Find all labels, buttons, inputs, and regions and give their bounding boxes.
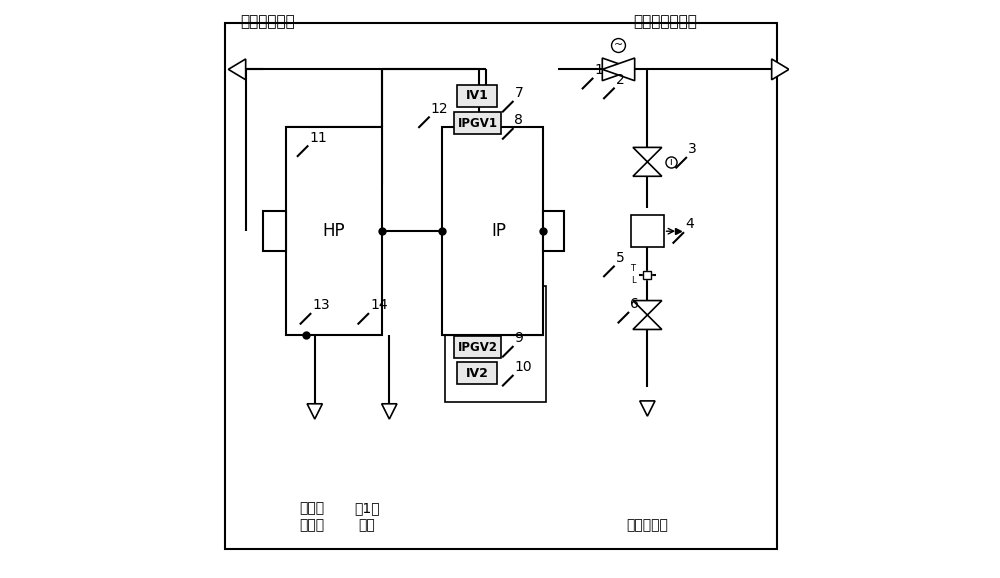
Polygon shape [602,58,635,81]
Text: 14: 14 [370,298,388,312]
Text: 12: 12 [431,102,448,116]
Bar [445,286,546,402]
Text: IPGV2: IPGV2 [457,341,497,354]
Text: IV1: IV1 [465,90,488,102]
Text: 锅炉主蒸汽来: 锅炉主蒸汽来 [240,14,295,29]
Text: 至1号
高加: 至1号 高加 [354,502,380,532]
Text: 3: 3 [688,142,697,156]
Text: 4: 4 [685,217,694,231]
Bar [442,127,543,335]
Polygon shape [633,301,662,315]
Bar [631,215,664,247]
Text: IP: IP [491,222,506,240]
Text: 13: 13 [312,298,330,312]
Text: 9: 9 [514,331,523,345]
Bar [543,211,564,251]
Bar [454,112,501,134]
Text: IV2: IV2 [465,367,488,380]
Polygon shape [633,162,662,176]
Polygon shape [307,404,322,419]
Polygon shape [633,147,662,162]
Polygon shape [602,58,635,81]
Text: 11: 11 [309,131,327,144]
Bar [263,211,286,251]
Bar [286,127,382,335]
Text: HP: HP [323,222,345,240]
Text: ~: ~ [614,40,623,50]
Text: 至供汽用户: 至供汽用户 [626,518,668,532]
Text: 至锅炉
再热器: 至锅炉 再热器 [300,502,325,532]
Text: 2: 2 [616,73,624,87]
Text: 10: 10 [514,360,532,374]
Polygon shape [382,404,397,419]
Text: 8: 8 [514,113,523,127]
Text: 5: 5 [616,251,624,265]
Text: 1: 1 [594,63,603,77]
Text: L: L [631,276,635,285]
Polygon shape [640,401,655,416]
Polygon shape [772,59,789,80]
Polygon shape [633,315,662,329]
Text: 7: 7 [514,86,523,100]
Text: 锅炉再热蒸汽来: 锅炉再热蒸汽来 [633,14,697,29]
Bar [457,85,497,107]
Bar [454,336,501,358]
Text: 6: 6 [630,297,639,311]
Text: IPGV1: IPGV1 [457,117,497,129]
Text: T: T [630,264,635,273]
Bar [457,362,497,384]
Text: ı: ı [669,157,672,167]
Polygon shape [228,59,246,80]
